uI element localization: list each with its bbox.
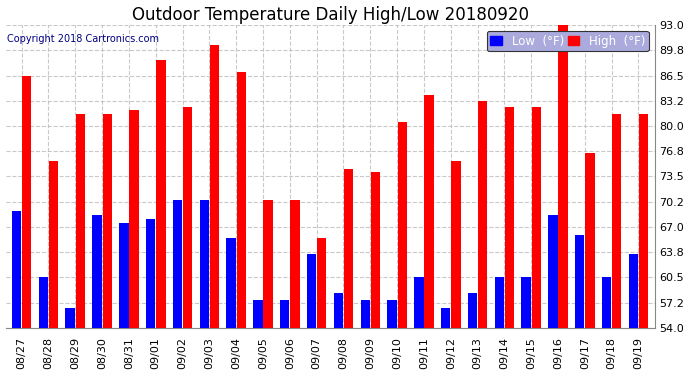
Bar bbox=[119, 223, 128, 328]
Bar bbox=[602, 277, 611, 328]
Bar bbox=[371, 172, 380, 328]
Bar bbox=[522, 277, 531, 328]
Bar bbox=[199, 200, 209, 328]
Bar bbox=[183, 106, 193, 328]
Bar bbox=[172, 200, 182, 328]
Bar bbox=[549, 215, 558, 328]
Bar bbox=[612, 114, 622, 328]
Bar bbox=[237, 72, 246, 328]
Bar bbox=[575, 234, 584, 328]
Bar bbox=[629, 254, 638, 328]
Bar bbox=[92, 215, 101, 328]
Bar bbox=[344, 169, 353, 328]
Bar bbox=[22, 75, 32, 328]
Bar bbox=[210, 45, 219, 328]
Bar bbox=[495, 277, 504, 328]
Bar bbox=[253, 300, 263, 328]
Bar bbox=[307, 254, 316, 328]
Bar bbox=[585, 153, 595, 328]
Bar bbox=[414, 277, 424, 328]
Bar bbox=[39, 277, 48, 328]
Bar bbox=[49, 161, 58, 328]
Bar bbox=[505, 106, 514, 328]
Bar bbox=[478, 101, 487, 328]
Bar bbox=[146, 219, 155, 328]
Bar bbox=[531, 106, 541, 328]
Bar bbox=[156, 60, 166, 328]
Title: Outdoor Temperature Daily High/Low 20180920: Outdoor Temperature Daily High/Low 20180… bbox=[132, 6, 529, 24]
Bar bbox=[129, 110, 139, 328]
Bar bbox=[451, 161, 460, 328]
Bar bbox=[424, 95, 434, 328]
Bar bbox=[66, 308, 75, 328]
Bar bbox=[226, 238, 236, 328]
Bar bbox=[12, 211, 21, 328]
Bar bbox=[360, 300, 370, 328]
Bar bbox=[334, 293, 343, 328]
Bar bbox=[468, 293, 477, 328]
Bar bbox=[387, 300, 397, 328]
Bar bbox=[317, 238, 326, 328]
Bar bbox=[264, 200, 273, 328]
Bar bbox=[639, 114, 649, 328]
Bar bbox=[397, 122, 407, 328]
Bar bbox=[558, 25, 568, 328]
Bar bbox=[103, 114, 112, 328]
Bar bbox=[441, 308, 451, 328]
Bar bbox=[76, 114, 85, 328]
Bar bbox=[280, 300, 289, 328]
Bar bbox=[290, 200, 299, 328]
Legend: Low  (°F), High  (°F): Low (°F), High (°F) bbox=[487, 31, 649, 51]
Text: Copyright 2018 Cartronics.com: Copyright 2018 Cartronics.com bbox=[7, 34, 159, 44]
